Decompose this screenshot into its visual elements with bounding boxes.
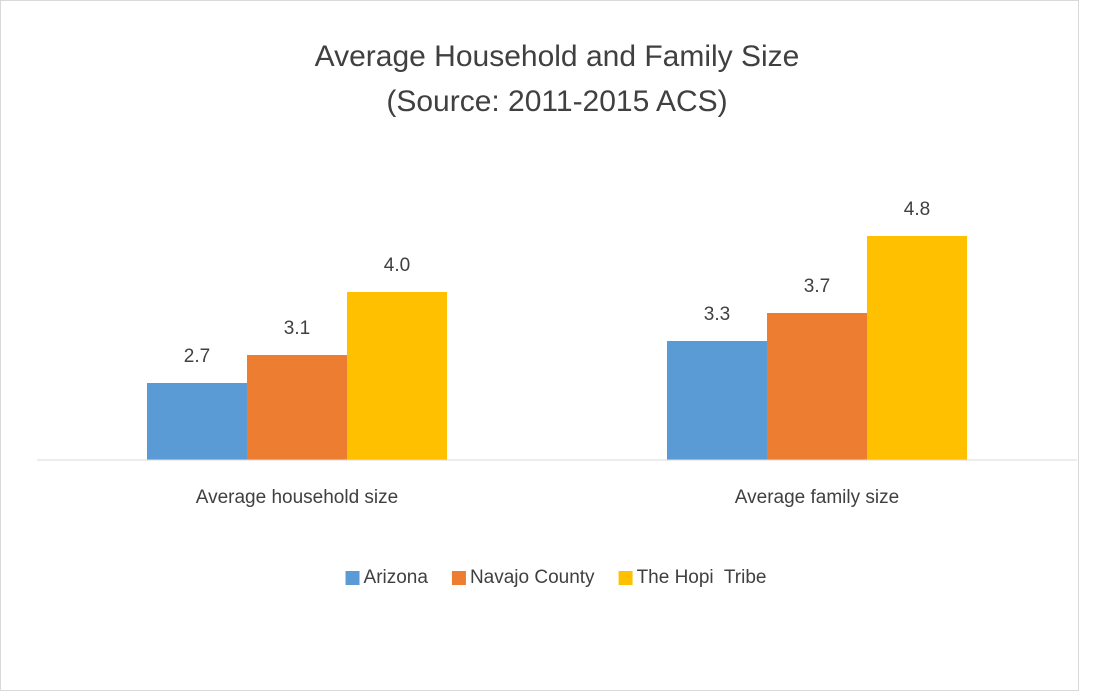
data-label: 3.1: [284, 318, 310, 339]
data-label: 2.7: [184, 346, 210, 367]
legend-label: The Hopi Tribe: [637, 567, 767, 588]
bar: [147, 383, 247, 460]
bar: [867, 236, 967, 460]
chart-subtitle: (Source: 2011-2015 ACS): [386, 85, 727, 118]
x-tick-label: Average family size: [735, 487, 899, 508]
legend-label: Navajo County: [470, 567, 595, 588]
data-label: 4.8: [904, 199, 930, 220]
bar: [347, 292, 447, 460]
bar: [767, 313, 867, 460]
data-label: 3.3: [704, 304, 730, 325]
data-label: 4.0: [384, 255, 410, 276]
legend-swatch: [618, 571, 633, 585]
x-tick-label: Average household size: [196, 487, 398, 508]
legend-swatch: [451, 571, 466, 585]
chart-title: Average Household and Family Size: [315, 40, 800, 73]
bar: [247, 355, 347, 460]
legend-swatch: [345, 571, 360, 585]
legend-label: Arizona: [364, 567, 429, 588]
data-label: 3.7: [804, 276, 830, 297]
bar: [667, 341, 767, 460]
